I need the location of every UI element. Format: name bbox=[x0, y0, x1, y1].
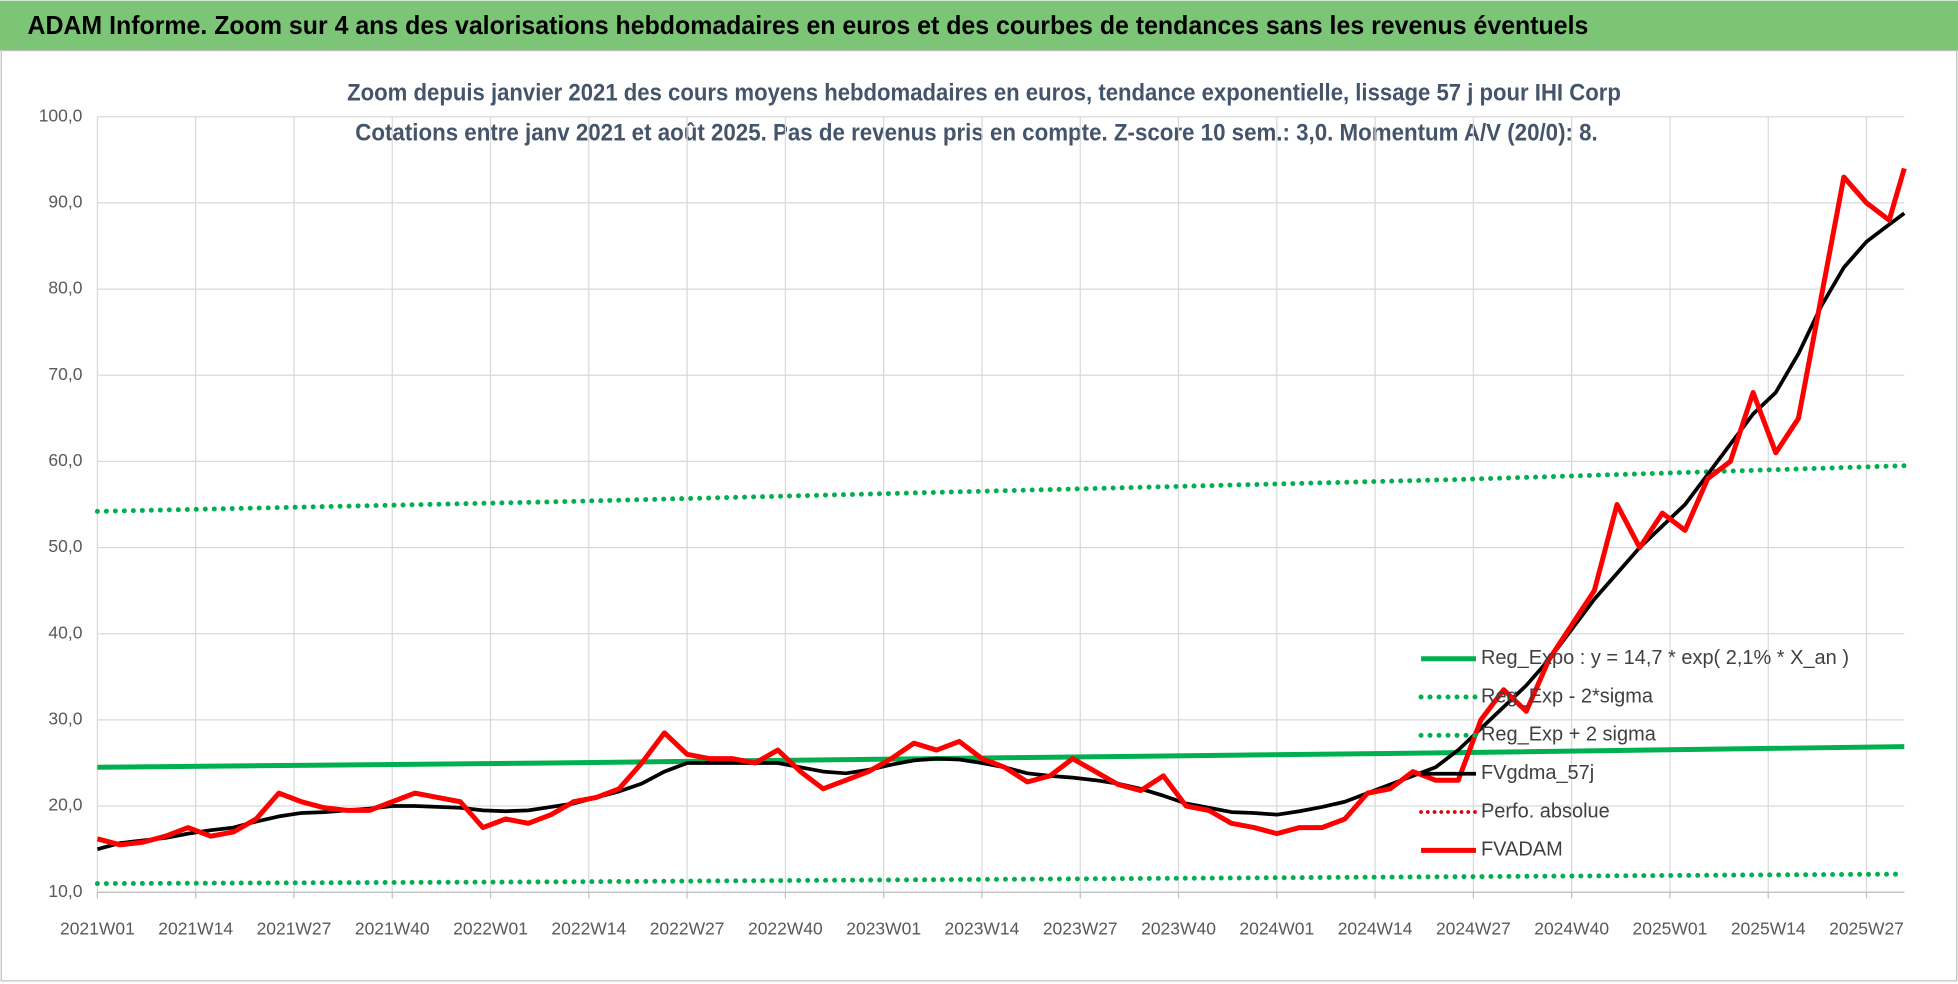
legend-label: FVADAM bbox=[1481, 839, 1563, 861]
legend-label: FVgdma_57j bbox=[1481, 762, 1594, 784]
x-tick-label: 2023W40 bbox=[1141, 918, 1216, 938]
x-tick-label: 2021W40 bbox=[355, 918, 430, 938]
x-tick-label: 2021W01 bbox=[60, 918, 135, 938]
x-tick-label: 2023W27 bbox=[1043, 918, 1118, 938]
x-tick-label: 2022W14 bbox=[551, 918, 626, 938]
legend-label: Perfo. absolue bbox=[1481, 800, 1610, 822]
x-tick-label: 2022W40 bbox=[748, 918, 823, 938]
y-tick-label: 20,0 bbox=[48, 795, 82, 815]
x-tick-label: 2021W27 bbox=[257, 918, 332, 938]
chart-title: Zoom depuis janvier 2021 des cours moyen… bbox=[347, 81, 1621, 107]
x-tick-label: 2025W01 bbox=[1633, 918, 1708, 938]
y-tick-label: 40,0 bbox=[48, 622, 82, 642]
series-line bbox=[96, 167, 1907, 848]
header-band bbox=[0, 0, 1958, 51]
y-tick-label: 10,0 bbox=[48, 881, 82, 901]
chart-subtitle: Cotations entre janv 2021 et août 2025. … bbox=[355, 121, 1597, 147]
x-tick-label: 2023W14 bbox=[945, 918, 1020, 938]
x-tick-label: 2023W01 bbox=[846, 918, 921, 938]
x-tick-label: 2024W01 bbox=[1239, 918, 1314, 938]
series-line bbox=[94, 871, 1907, 887]
x-tick-label: 2025W14 bbox=[1731, 918, 1806, 938]
series-line bbox=[97, 744, 1905, 770]
series-line bbox=[94, 463, 1907, 514]
page-title: ADAM Informe. Zoom sur 4 ans des valoris… bbox=[27, 10, 1588, 40]
frame bbox=[0, 49, 1958, 982]
y-tick-label: 100,0 bbox=[39, 105, 83, 125]
y-tick-label: 30,0 bbox=[48, 709, 82, 729]
y-tick-label: 90,0 bbox=[48, 192, 82, 212]
legend-label: Reg_Exp - 2*sigma bbox=[1481, 685, 1654, 707]
x-tick-label: 2024W27 bbox=[1436, 918, 1511, 938]
x-tick-label: 2021W14 bbox=[158, 918, 233, 938]
y-tick-label: 50,0 bbox=[48, 536, 82, 556]
y-tick-label: 60,0 bbox=[48, 450, 82, 470]
y-tick-label: 80,0 bbox=[48, 278, 82, 298]
y-tick-label: 70,0 bbox=[48, 364, 82, 384]
x-tick-label: 2025W27 bbox=[1829, 918, 1904, 938]
x-tick-label: 2024W14 bbox=[1338, 918, 1413, 938]
legend-label: Reg_Expo : y = 14,7 * exp( 2,1% * X_an ) bbox=[1481, 647, 1849, 669]
legend-label: Reg_Exp + 2 sigma bbox=[1481, 724, 1657, 746]
x-tick-label: 2022W27 bbox=[650, 918, 725, 938]
x-tick-label: 2024W40 bbox=[1534, 918, 1609, 938]
x-tick-label: 2022W01 bbox=[453, 918, 528, 938]
